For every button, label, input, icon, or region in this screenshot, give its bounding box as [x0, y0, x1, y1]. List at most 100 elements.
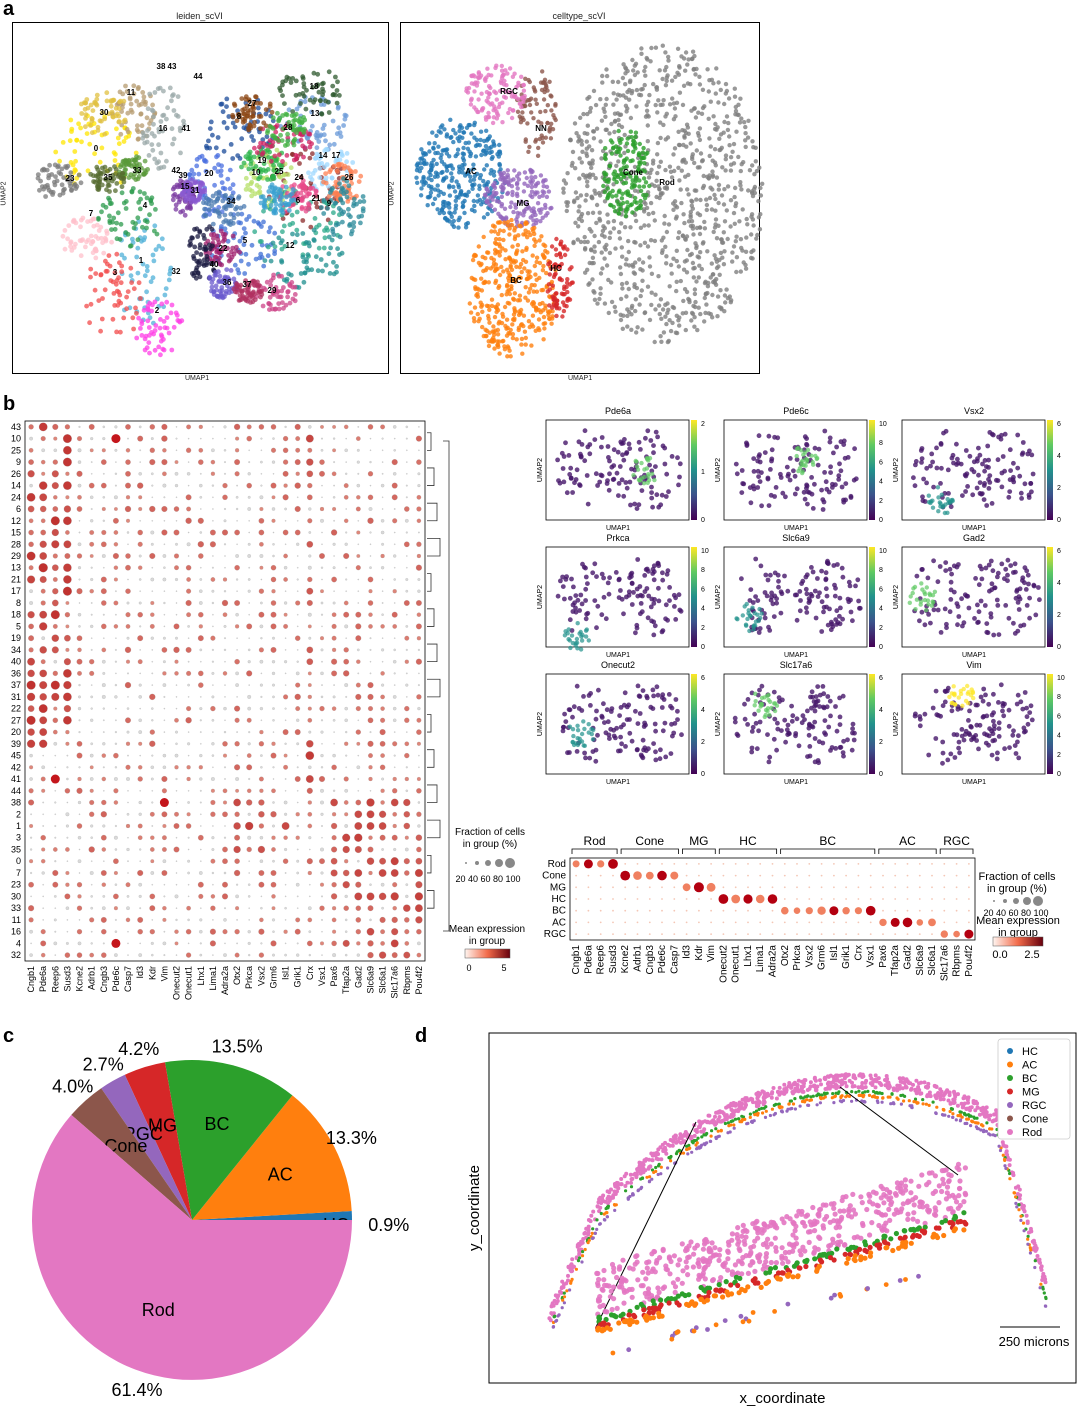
umap-gene-title-pde6c: Pde6c — [783, 406, 809, 416]
dotplot2-gene-casp7: Casp7 — [669, 945, 680, 974]
gene-label-vsx2: Vsx2 — [256, 966, 266, 986]
legend-label-bc: BC — [1022, 1073, 1037, 1085]
dotplot2-gene-cngb3: Cngb3 — [645, 945, 656, 975]
umap-gene-tick-gad2-0: 0 — [1057, 644, 1061, 651]
row-label-10: 10 — [11, 434, 21, 444]
umap-gene-tick-slc6a9-4: 4 — [879, 606, 883, 613]
row-label-30: 30 — [11, 891, 21, 901]
umap-gene-title-onecut2: Onecut2 — [601, 660, 635, 670]
gene-label-pde6c: Pde6c — [111, 966, 121, 992]
pie-pct-cone: 4.0% — [52, 1076, 93, 1096]
legend-label-cone: Cone — [1022, 1114, 1048, 1126]
umap-gene-tick-gad2-2: 2 — [1057, 612, 1061, 619]
umap-gene-tick-pde6c-6: 6 — [879, 459, 883, 466]
cluster-label-40: 40 — [210, 260, 219, 269]
gene-label-rbpms: Rbpms — [402, 966, 412, 995]
umap-left-xlabel: UMAP1 — [185, 375, 210, 382]
umap-gene-tick-slc6a9-10: 10 — [879, 548, 887, 555]
cluster-label-6: 6 — [296, 196, 301, 205]
umap-gene-colorbar-pde6a — [691, 420, 697, 520]
cluster-label-33: 33 — [133, 166, 142, 175]
gene-label-id3: Id3 — [135, 966, 145, 979]
dotplot2-row-cone: Cone — [542, 871, 566, 882]
gene-label-grm6: Grm6 — [268, 966, 278, 989]
fraction-legend-ticks: 20 40 60 80 100 — [455, 874, 520, 884]
dotplot1-frame — [24, 420, 426, 962]
gene-label-vsx1: Vsx1 — [317, 966, 327, 986]
legend-marker-rod — [1007, 1129, 1013, 1135]
row-label-9: 9 — [16, 457, 21, 467]
dotplot2-gene-rbpms: Rbpms — [952, 945, 963, 977]
row-label-44: 44 — [11, 786, 21, 796]
dotplot2-gene-prkca: Prkca — [792, 945, 803, 971]
row-label-26: 26 — [11, 469, 21, 479]
dotplot2-gene-adra2a: Adra2a — [768, 945, 779, 978]
mean2-title-1: Mean expression — [976, 915, 1060, 927]
row-label-23: 23 — [11, 880, 21, 890]
dotplot2-row-hc: HC — [552, 894, 566, 905]
umap-gene-tick-slc17a6-0: 0 — [879, 771, 883, 778]
row-label-3: 3 — [16, 833, 21, 843]
group-bracket-rgc — [939, 848, 974, 854]
gene-label-lima1: Lima1 — [208, 966, 218, 991]
gene-label-vim: Vim — [159, 966, 169, 981]
legend-marker-rgc — [1007, 1102, 1013, 1108]
dotplot2-gene-slc17a6: Slc17a6 — [939, 945, 950, 982]
umap-gene-colorbar-vim — [1047, 674, 1053, 774]
umap-gene-frame-pde6a — [545, 419, 690, 521]
umap-gene-ylabel-slc17a6: UMAP2 — [715, 712, 722, 736]
row-label-5: 5 — [16, 621, 21, 631]
row-label-40: 40 — [11, 657, 21, 667]
cluster-label-41: 41 — [182, 124, 191, 133]
row-label-42: 42 — [11, 762, 21, 772]
gene-label-pou4f2: Pou4f2 — [414, 966, 424, 995]
pie-label-bc: BC — [204, 1114, 229, 1134]
cluster-label-14: 14 — [319, 151, 328, 160]
umap-gene-tick-pde6a-0: 0 — [701, 517, 705, 524]
umap-gene-tick-prkca-4: 4 — [701, 606, 705, 613]
dotplot2-row-rgc: RGC — [544, 929, 566, 940]
row-label-29: 29 — [11, 551, 21, 561]
umap-gene-tick-vim-2: 2 — [1057, 752, 1061, 759]
umap-gene-tick-pde6c-10: 10 — [879, 421, 887, 428]
scale-bar-label: 250 microns — [999, 1334, 1070, 1349]
dotplot2-gene-gad2: Gad2 — [903, 945, 914, 970]
dotplot2-gene-onecut1: Onecut1 — [731, 945, 742, 983]
umap-gene-tick-onecut2-6: 6 — [701, 675, 705, 682]
row-label-33: 33 — [11, 903, 21, 913]
mean-legend-tick-0: 0 — [466, 963, 471, 973]
umap-gene-title-vsx2: Vsx2 — [964, 406, 984, 416]
gene-label-cngb3: Cngb3 — [99, 966, 109, 993]
row-label-38: 38 — [11, 798, 21, 808]
cluster-label-44: 44 — [194, 72, 203, 81]
dotplot2-gene-slc6a1: Slc6a1 — [927, 945, 938, 976]
cluster-label-10: 10 — [252, 168, 261, 177]
cluster-label-5: 5 — [243, 236, 248, 245]
umap-gene-title-prkca: Prkca — [606, 533, 629, 543]
row-label-12: 12 — [11, 516, 21, 526]
umap-gene-tick-prkca-10: 10 — [701, 548, 709, 555]
cluster-label-11: 11 — [127, 88, 136, 97]
pie-pct-mg: 4.2% — [118, 1039, 159, 1059]
dotplot2-gene-crx: Crx — [853, 945, 864, 961]
row-label-0: 0 — [16, 856, 21, 866]
cluster-label-36: 36 — [223, 278, 232, 287]
legend-label-rgc: RGC — [1022, 1100, 1047, 1112]
pie-slice-hc — [192, 1211, 352, 1220]
group-label-rgc: RGC — [943, 834, 970, 848]
umap-right-xlabel: UMAP1 — [568, 375, 593, 382]
spatial-legend-box — [997, 1038, 1071, 1140]
gene-label-susd3: Susd3 — [62, 966, 72, 992]
row-label-13: 13 — [11, 563, 21, 573]
gene-label-otx2: Otx2 — [232, 966, 242, 985]
cluster-label-29: 29 — [268, 286, 277, 295]
cluster-label-38: 38 — [157, 62, 166, 71]
row-label-14: 14 — [11, 481, 21, 491]
cluster-label-7: 7 — [89, 209, 94, 218]
umap-gene-tick-pde6a-2: 2 — [701, 421, 705, 428]
row-label-7: 7 — [16, 868, 21, 878]
dotplot2-gene-lima1: Lima1 — [755, 945, 766, 973]
umap-gene-tick-prkca-6: 6 — [701, 586, 705, 593]
umap-gene-tick-gad2-6: 6 — [1057, 548, 1061, 555]
